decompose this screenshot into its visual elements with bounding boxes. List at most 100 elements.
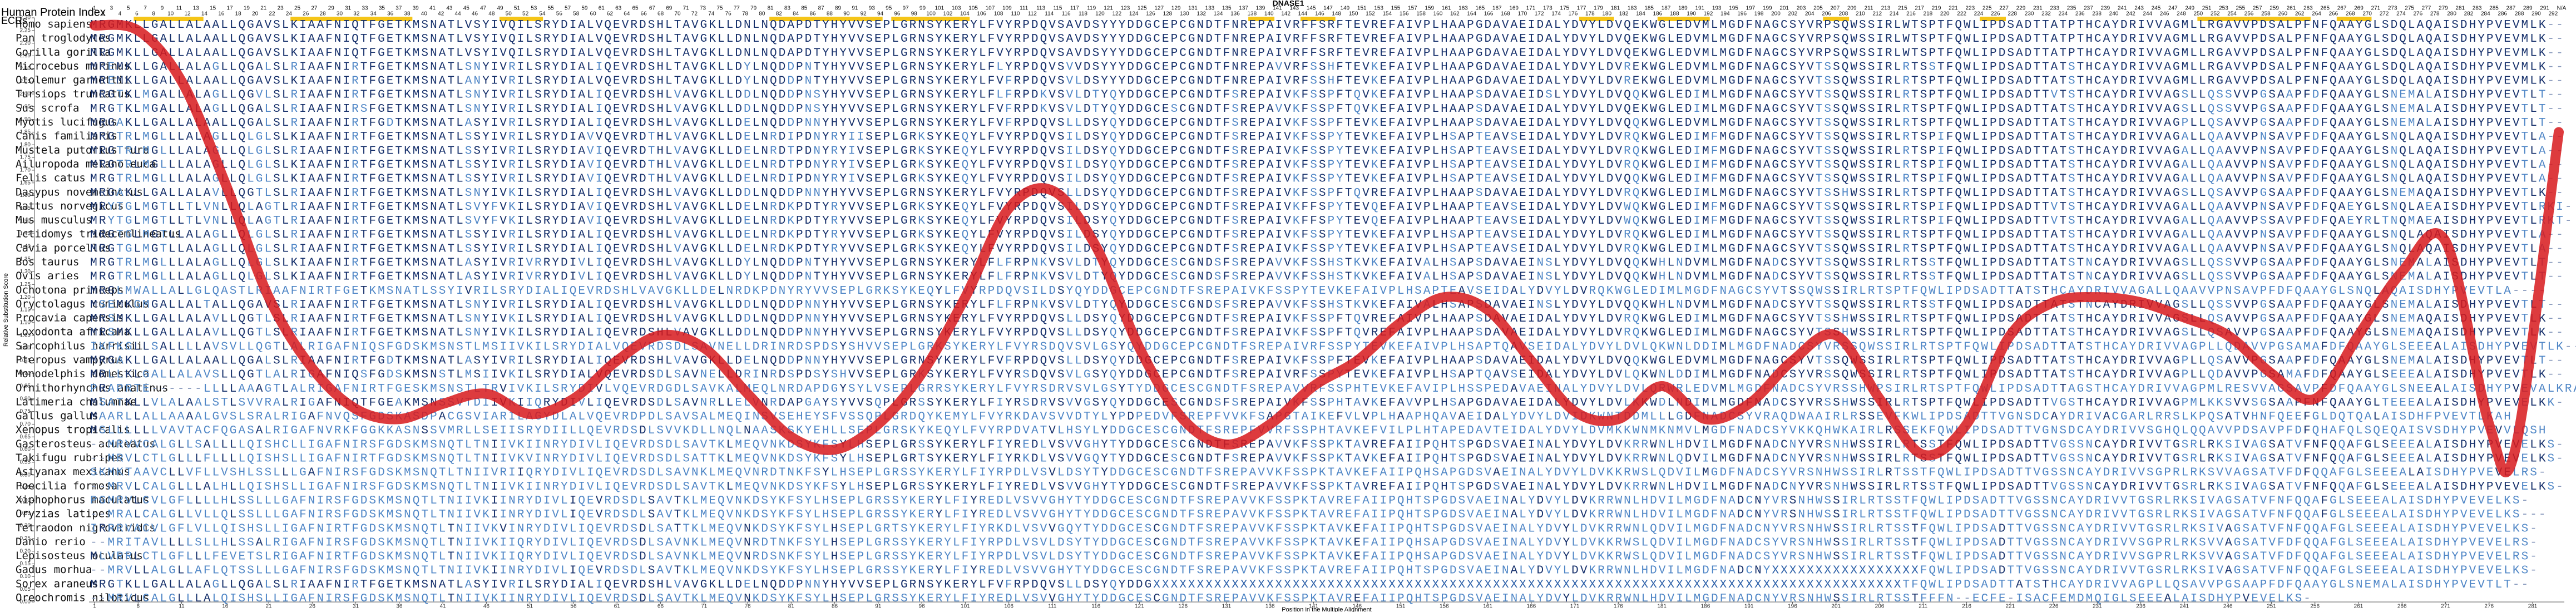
x-tick-label: 81 xyxy=(788,604,795,610)
species-label: Bos taurus xyxy=(16,256,79,268)
species-label: Ochotona princeps xyxy=(16,284,123,296)
human-index-label: 5 xyxy=(127,6,130,12)
human-index-label: 174 xyxy=(1551,11,1561,17)
sequence: PGMRV L CVLGFL L LLH L SSLLLGAFNIRSFGDSKMSNQTL… xyxy=(90,495,2528,507)
x-tick-label: 121 xyxy=(1135,604,1144,610)
human-index-label: 270 xyxy=(2362,11,2372,17)
y-tick-label: 0.25 xyxy=(20,536,31,542)
sequence: MR E MKLLGALLALAALLQGAVSLKIAAFNI R TFGETKMSN… xyxy=(90,75,2563,87)
human-index-label: 124 xyxy=(1129,11,1139,17)
human-index-label: 173 xyxy=(1543,6,1552,12)
human-index-label: 131 xyxy=(1188,6,1198,12)
human-index-label: 51 xyxy=(514,6,521,12)
x-tick-label: 271 xyxy=(2441,604,2450,610)
species-label: Lepisosteus oculatus xyxy=(16,550,143,562)
human-index-label: 198 xyxy=(1754,11,1764,17)
human-index-label: 96 xyxy=(894,11,901,17)
x-tick-label: 106 xyxy=(1004,604,1013,610)
human-index-label: 125 xyxy=(1138,6,1147,12)
human-index-label: 72 xyxy=(691,11,698,17)
human-index-label: 50 xyxy=(506,11,512,17)
human-index-label: 215 xyxy=(1898,6,1907,12)
human-index-label: 187 xyxy=(1662,6,1671,12)
human-index-label: 205 xyxy=(1813,6,1823,12)
human-index-label: 149 xyxy=(1341,6,1350,12)
human-index-label: 91 xyxy=(852,6,858,12)
human-index-label: 10 xyxy=(167,11,174,17)
species-label: Astyanax mexicanus xyxy=(16,466,130,478)
human-index-label: 168 xyxy=(1501,11,1510,17)
index-label: Human Protein Index xyxy=(1,6,106,18)
human-index-label: 105 xyxy=(968,6,978,12)
human-index-label: 22 xyxy=(269,11,275,17)
human-index-label: 75 xyxy=(716,6,723,12)
species-label: Gallus gallus xyxy=(16,410,98,422)
human-index-label: 191 xyxy=(1695,6,1704,12)
ecr-bar xyxy=(290,17,413,21)
ecr-bar xyxy=(1301,17,1336,21)
human-index-label: 41 xyxy=(429,6,436,12)
human-index-label: 201 xyxy=(1779,6,1789,12)
sequence: MRGMKLLGALLALAALLQGAVSLKIAAFNIQTFGETKMSN… xyxy=(90,33,2563,46)
ecr-bar xyxy=(769,17,883,21)
human-index-label: 256 xyxy=(2244,11,2254,17)
sequence: M SE MK GM GALLAL T ALLQGAVSL R IAAFNI R TFGETKMSN… xyxy=(90,298,2563,311)
chart-title: DNASE1 xyxy=(1273,0,1304,8)
human-index-label: 195 xyxy=(1729,6,1738,12)
human-index-label: 247 xyxy=(2168,6,2178,12)
y-tick-label: 2.10 xyxy=(20,66,31,72)
x-tick-label: 66 xyxy=(657,604,664,610)
human-index-label: 157 xyxy=(1408,6,1417,12)
x-tick-label: 76 xyxy=(744,604,751,610)
human-index-label: 87 xyxy=(818,6,825,12)
human-index-label: 268 xyxy=(2346,11,2355,17)
y-tick-label: 0.65 xyxy=(20,434,31,440)
x-tick-label: 216 xyxy=(1962,604,1971,610)
x-tick-label: 181 xyxy=(1657,604,1667,610)
species-label: Tetraodon nigroviridis xyxy=(16,522,156,534)
human-index-label: 242 xyxy=(2126,11,2135,17)
human-index-label: 160 xyxy=(1433,11,1443,17)
human-index-label: 261 xyxy=(2287,6,2296,12)
human-index-label: 83 xyxy=(784,6,791,12)
ecr-bar xyxy=(2336,17,2372,21)
x-tick-label: 16 xyxy=(222,604,229,610)
species-label: Otolemur garnettii xyxy=(16,74,130,86)
y-tick-label: 1.75 xyxy=(20,155,31,161)
human-index-label: 257 xyxy=(2253,6,2262,12)
human-index-label: 35 xyxy=(379,6,385,12)
species-label: Gasterosteus aculeatus xyxy=(16,438,156,450)
y-tick-label: 1.15 xyxy=(20,307,31,313)
human-index-label: 253 xyxy=(2219,6,2228,12)
sequence: MRG T KLLGALLALA G LLQGA L SL R IAAFNI R TFGETKMSN… xyxy=(90,578,2528,591)
human-index-label: 176 xyxy=(1569,11,1578,17)
x-tick-label: 266 xyxy=(2397,604,2407,610)
species-label: Danio rerio xyxy=(16,536,86,548)
human-index-label: 70 xyxy=(674,11,681,17)
x-tick-label: 221 xyxy=(2005,604,2015,610)
human-index-label: 73 xyxy=(700,6,706,12)
human-index-label: 264 xyxy=(2312,11,2321,17)
human-index-label: 13 xyxy=(193,6,200,12)
x-tick-label: 161 xyxy=(1483,604,1492,610)
human-index-label: 273 xyxy=(2388,6,2397,12)
human-index-label: 180 xyxy=(1602,11,1611,17)
human-index-label: 43 xyxy=(446,6,453,12)
human-index-label: 171 xyxy=(1526,6,1536,12)
y-tick-label: 0.85 xyxy=(20,383,31,389)
x-tick-label: 31 xyxy=(353,604,359,610)
sequence: -- MRITAVL LL LSLLH L SS A LRIGAFNIRSFGDSKMSNQT… xyxy=(90,536,2537,549)
human-index-label: 199 xyxy=(1763,6,1772,12)
human-index-label: 204 xyxy=(1805,11,1814,17)
human-index-label: 42 xyxy=(438,11,444,17)
human-index-label: 103 xyxy=(952,6,961,12)
ecr-bar xyxy=(1657,17,1710,21)
species-label: Rattus norvegicus xyxy=(16,200,123,212)
human-index-label: 259 xyxy=(2270,6,2279,12)
human-index-label: 226 xyxy=(1991,11,2000,17)
human-index-label: 266 xyxy=(2329,11,2338,17)
sequence: MRG TR L M G L LLALA G LLQ LGL SLKIAAFNI R TFGETKMSN… xyxy=(90,159,2563,171)
human-index-label: 86 xyxy=(809,11,816,17)
x-tick-label: 241 xyxy=(2180,604,2189,610)
species-label: Ailuropoda melanoleuca xyxy=(16,158,156,170)
